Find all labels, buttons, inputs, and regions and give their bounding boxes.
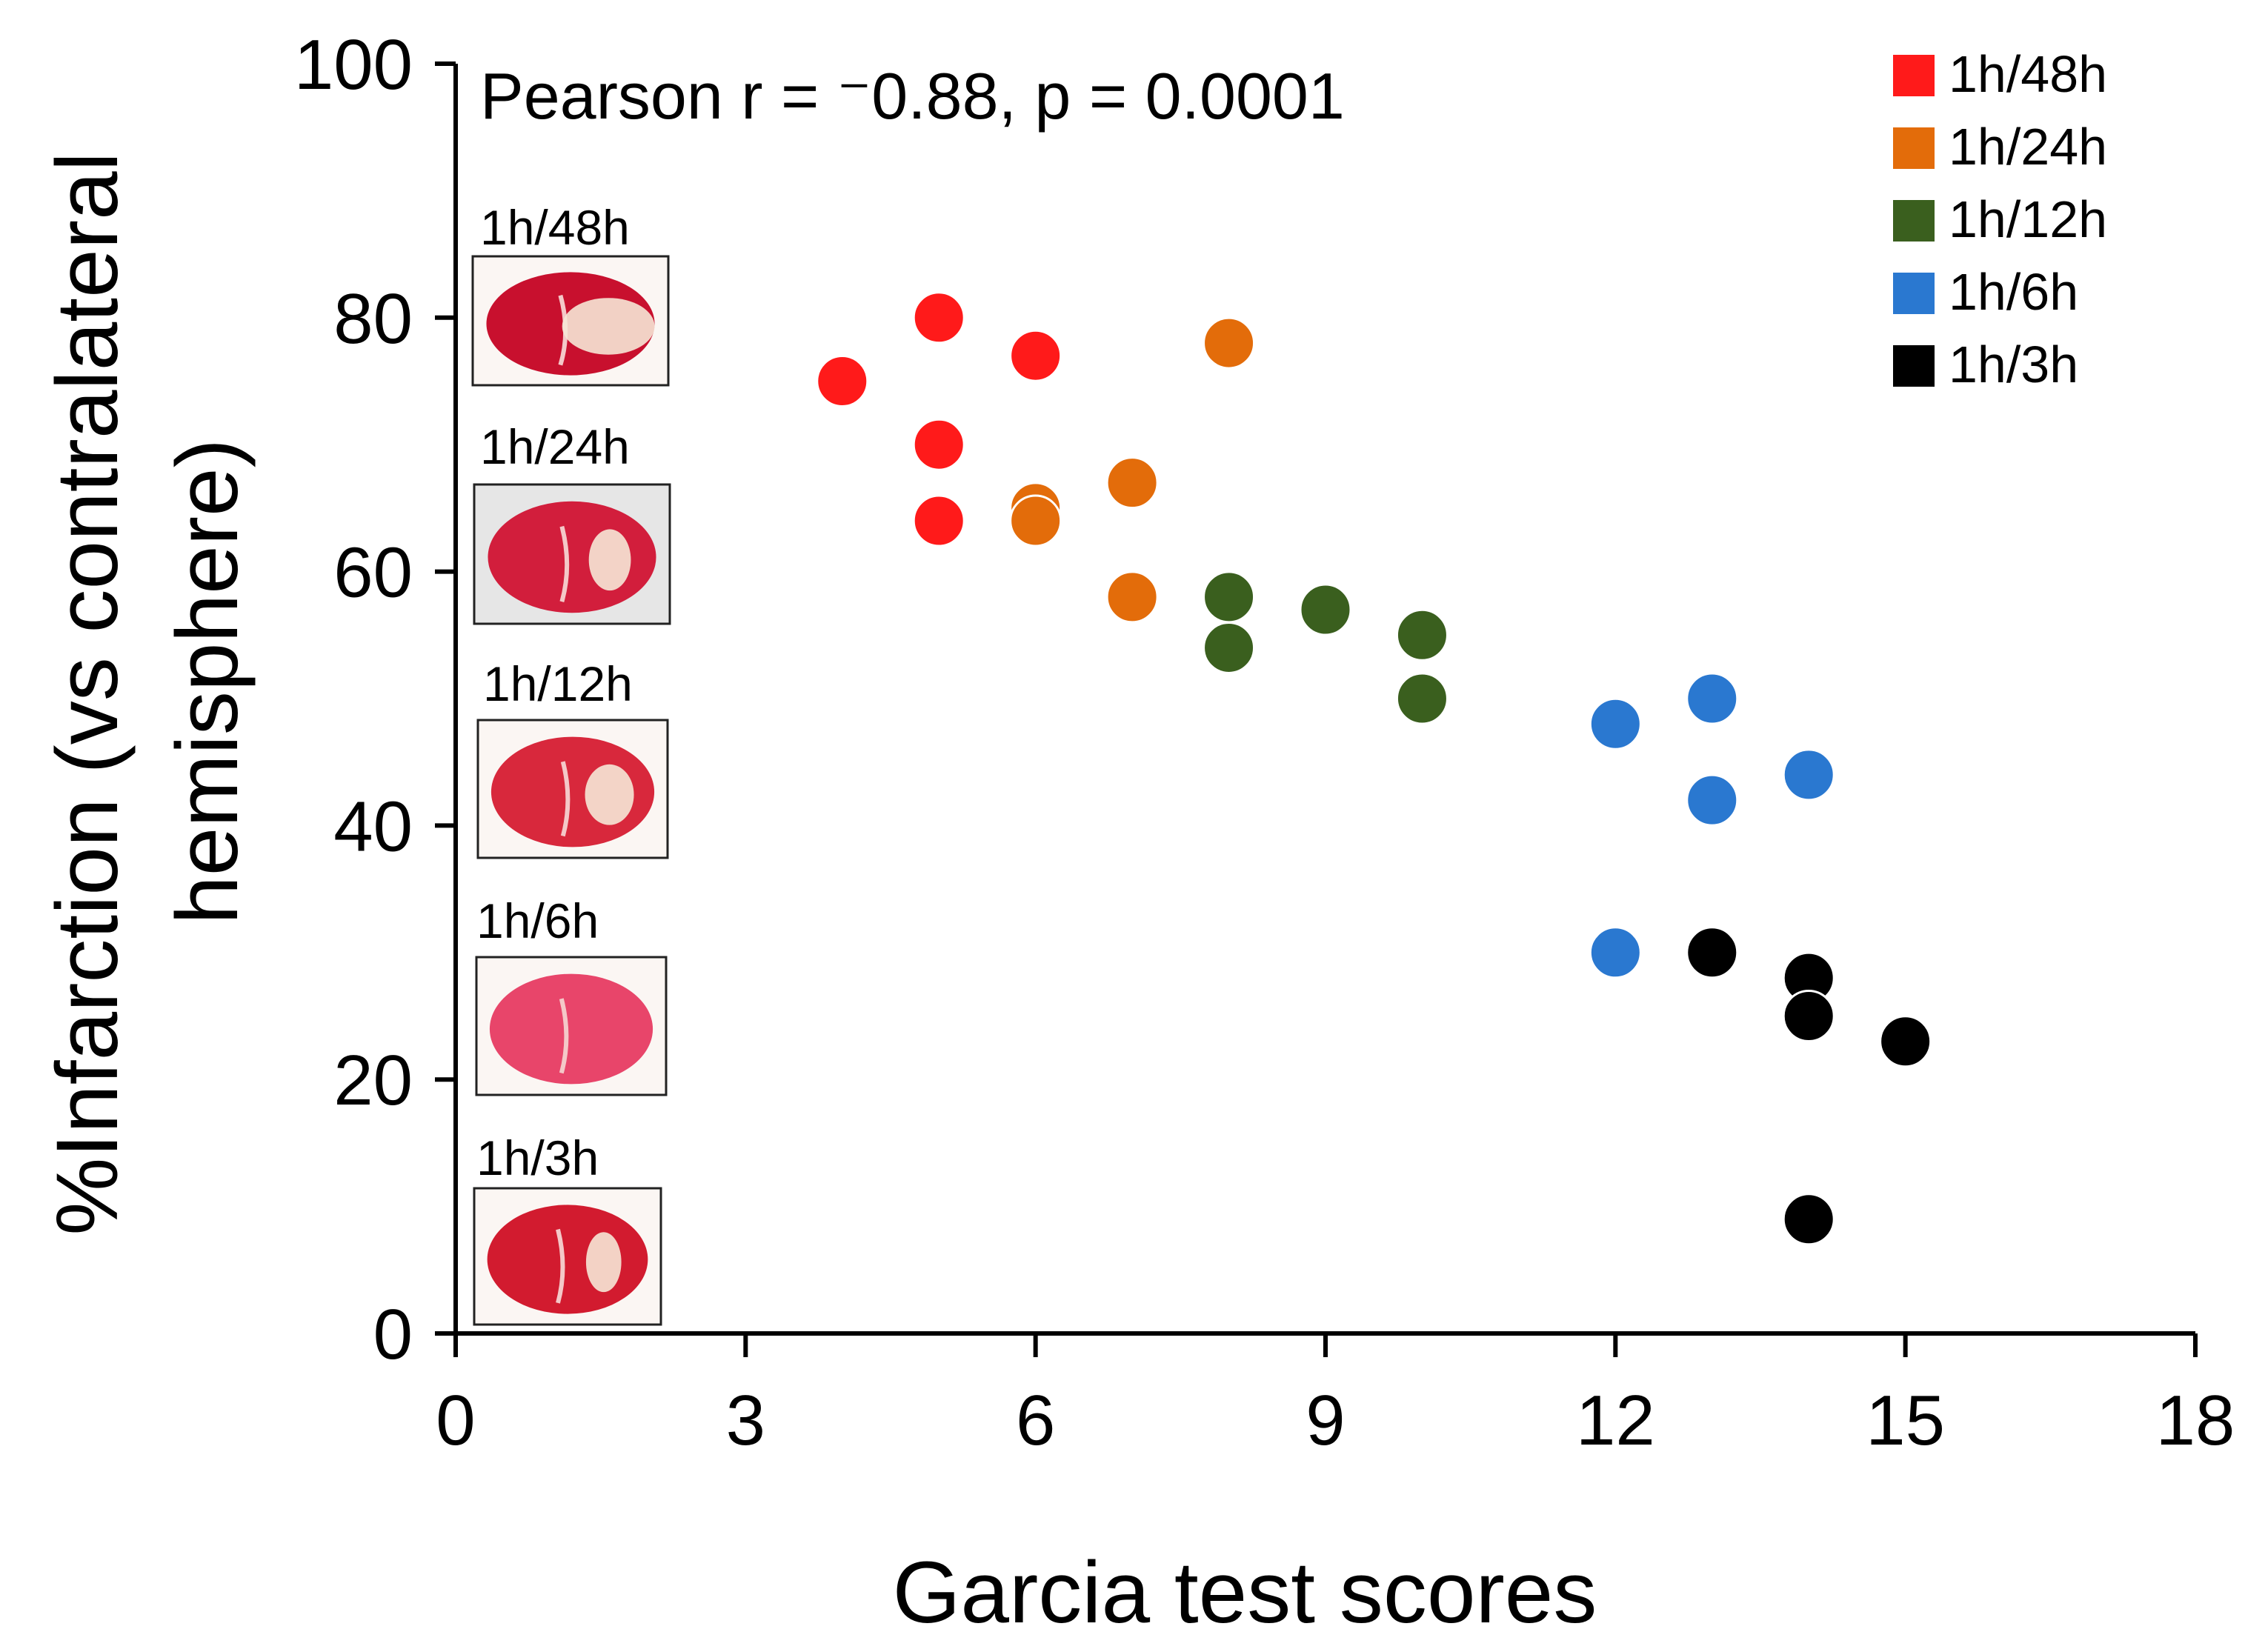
data-point <box>1203 621 1256 674</box>
data-point <box>1395 672 1449 725</box>
thumbnail-0: 1h/48h <box>471 200 670 387</box>
legend-label: 1h/6h <box>1949 263 2078 321</box>
legend-label: 1h/12h <box>1949 190 2107 248</box>
thumbnail-label: 1h/24h <box>480 419 630 474</box>
data-point <box>1589 697 1642 750</box>
infarct-region <box>562 298 655 355</box>
x-tick-label: 9 <box>1306 1381 1345 1460</box>
thumbnail-label: 1h/48h <box>480 200 630 255</box>
data-point <box>1105 570 1159 624</box>
data-point <box>912 291 965 344</box>
data-point <box>1203 316 1256 370</box>
data-point <box>1395 608 1449 662</box>
x-tick-label: 6 <box>1016 1381 1055 1460</box>
data-point <box>1782 748 1835 802</box>
data-points <box>816 291 1932 1246</box>
thumbnail-2: 1h/12h <box>476 656 669 859</box>
y-tick-label: 40 <box>333 787 413 866</box>
data-point <box>1009 329 1062 382</box>
data-point <box>1686 773 1739 827</box>
x-tick-label: 0 <box>436 1381 475 1460</box>
infarct-region <box>585 764 634 825</box>
data-point <box>1879 1015 1932 1068</box>
data-point <box>1686 672 1739 725</box>
correlation-annotation: Pearson r = ⁻0.88, p = 0.0001 <box>480 59 1345 133</box>
y-axis-title-line-2: hemisphere) <box>159 439 256 925</box>
legend: 1h/48h 1h/24h 1h/12h 1h/6h 1h/3h <box>1893 45 2107 393</box>
infarct-region <box>588 529 631 591</box>
y-tick-label: 0 <box>373 1295 413 1374</box>
brain-section-image <box>489 973 653 1085</box>
y-axis-title-line-1: %Infarction (vs contralateral <box>39 152 136 1236</box>
brain-section-image <box>488 501 656 613</box>
brain-midline <box>556 1228 565 1304</box>
plot-axes <box>453 64 2195 1336</box>
data-point <box>1105 456 1159 510</box>
thumbnail-label: 1h/3h <box>476 1130 599 1185</box>
x-axis-ticks: 0 3 6 9 12 15 18 <box>436 1333 2235 1460</box>
data-point <box>912 418 965 471</box>
legend-swatch <box>1893 127 1935 169</box>
data-point <box>1009 494 1062 547</box>
x-tick-label: 18 <box>2156 1381 2235 1460</box>
brain-section-image <box>487 1205 648 1314</box>
x-axis-title: Garcia test scores <box>893 1544 1597 1642</box>
data-point <box>1589 926 1642 979</box>
thumbnail-label: 1h/12h <box>483 656 633 711</box>
y-axis-ticks: 0 20 40 60 80 100 <box>294 25 456 1374</box>
legend-swatch <box>1893 200 1935 242</box>
x-tick-label: 15 <box>1866 1381 1945 1460</box>
legend-swatch <box>1893 55 1935 96</box>
data-point <box>1686 926 1739 979</box>
y-tick-label: 80 <box>333 279 413 359</box>
brain-midline <box>559 998 569 1074</box>
thumbnail-4: 1h/3h <box>473 1130 662 1326</box>
data-point <box>912 494 965 547</box>
legend-swatch <box>1893 273 1935 314</box>
brain-midline <box>560 761 571 837</box>
y-tick-label: 20 <box>333 1041 413 1120</box>
legend-label: 1h/3h <box>1949 336 2078 393</box>
legend-label: 1h/24h <box>1949 118 2107 176</box>
brain-midline <box>559 525 570 602</box>
data-point <box>1782 1193 1835 1246</box>
y-tick-label: 100 <box>294 25 413 104</box>
x-tick-label: 12 <box>1576 1381 1655 1460</box>
thumbnail-label: 1h/6h <box>476 893 599 948</box>
y-axis-title: %Infarction (vs contralateral hemisphere… <box>39 127 256 1235</box>
brain-section-thumbnails: 1h/48h 1h/24h 1h/12h 1h/6h 1h/3h <box>471 200 671 1326</box>
data-point <box>1299 583 1352 636</box>
data-point <box>816 355 869 407</box>
data-point <box>1782 990 1835 1042</box>
data-point <box>1203 570 1256 624</box>
legend-label: 1h/48h <box>1949 45 2107 103</box>
legend-swatch <box>1893 345 1935 387</box>
y-tick-label: 60 <box>333 533 413 613</box>
thumbnail-1: 1h/24h <box>473 419 671 625</box>
x-tick-label: 3 <box>726 1381 765 1460</box>
infarct-region <box>585 1232 622 1293</box>
thumbnail-3: 1h/6h <box>475 893 668 1096</box>
